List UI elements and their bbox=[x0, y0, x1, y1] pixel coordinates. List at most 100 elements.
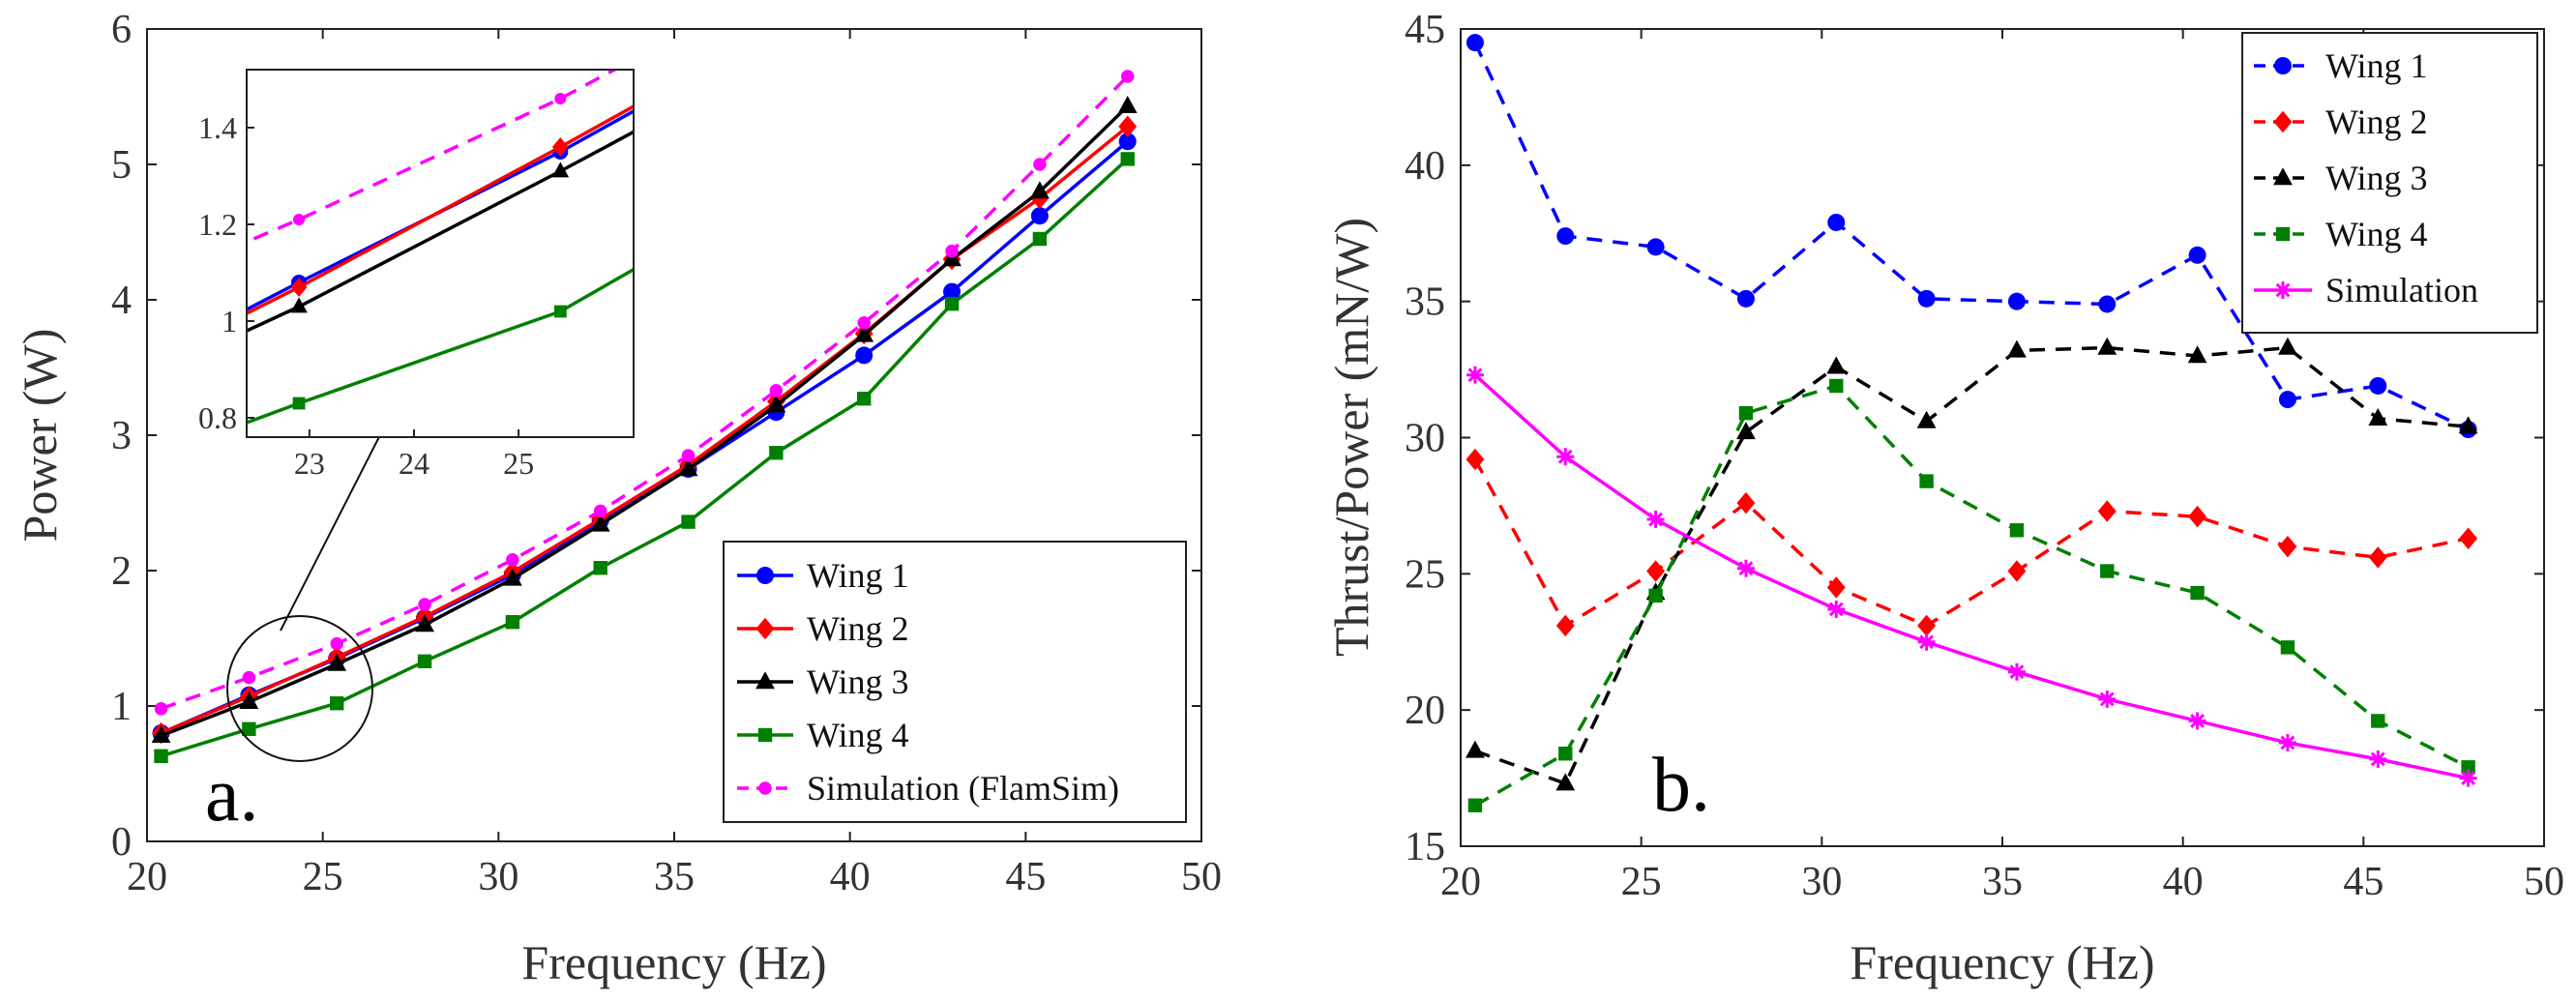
thrust-power-chart-xlabel: Frequency (Hz) bbox=[1850, 935, 2154, 989]
thrust-point-wing-1 bbox=[1736, 289, 1755, 308]
thrust-point-wing-1 bbox=[1917, 289, 1936, 308]
thrust-series-line-wing-4 bbox=[1474, 384, 2470, 808]
thrust-point-wing-3 bbox=[2007, 339, 2027, 358]
thrust-point-simulation bbox=[2459, 769, 2477, 787]
power-chart-inset: 23 24 25 0.8 1 1.2 1.4 bbox=[198, 69, 635, 481]
thrust-xtick-label: 25 bbox=[1621, 860, 1662, 904]
power-point-wing-1 bbox=[943, 282, 962, 301]
power-point-wing-3 bbox=[1117, 96, 1138, 113]
thrust-power-chart-panel-label: b. bbox=[1652, 743, 1710, 828]
power-legend-label-wing-3: Wing 3 bbox=[807, 662, 909, 701]
thrust-legend-marker-wing-4 bbox=[2275, 226, 2291, 242]
thrust-xtick-label: 30 bbox=[1801, 860, 1842, 904]
thrust-point-wing-2 bbox=[2278, 535, 2297, 558]
inset-xtick-label: 25 bbox=[503, 446, 534, 481]
thrust-point-wing-2 bbox=[1646, 560, 1666, 582]
power-point-wing-1 bbox=[855, 346, 873, 365]
inset-series-line-wing-1 bbox=[247, 108, 634, 311]
thrust-legend-marker-wing-3 bbox=[2273, 167, 2293, 186]
thrust-legend-items: Wing 1 Wing 2 Wing 3 Wing 4 Simulation bbox=[2254, 46, 2478, 309]
thrust-point-wing-4 bbox=[1829, 378, 1844, 394]
power-point-wing-4 bbox=[681, 515, 696, 529]
thrust-point-simulation bbox=[1556, 448, 1575, 466]
power-point-wing-3 bbox=[151, 725, 171, 743]
thrust-point-simulation bbox=[1466, 366, 1484, 384]
thrust-point-wing-3 bbox=[1826, 356, 1847, 374]
thrust-point-wing-4 bbox=[2190, 585, 2205, 601]
thrust-legend-marker-wing-1 bbox=[2274, 57, 2292, 74]
inset-point-simulation-flamsim bbox=[293, 214, 306, 225]
power-point-wing-3 bbox=[239, 691, 259, 709]
thrust-xtick-label: 45 bbox=[2343, 860, 2384, 904]
inset-ytick-label: 0.8 bbox=[198, 400, 237, 435]
thrust-point-simulation bbox=[1736, 559, 1755, 577]
inset-point-wing-4 bbox=[553, 305, 567, 318]
power-point-wing-3 bbox=[415, 614, 434, 632]
thrust-point-wing-1 bbox=[2278, 391, 2296, 409]
thrust-series-line-wing-2 bbox=[1473, 458, 2469, 629]
power-point-simulation-flamsim bbox=[242, 670, 256, 685]
thrust-power-chart-legend: Wing 1 Wing 2 Wing 3 Wing 4 Simulation bbox=[2241, 32, 2538, 334]
thrust-point-wing-4 bbox=[1467, 798, 1483, 812]
thrust-point-wing-2 bbox=[1466, 448, 1485, 471]
power-point-simulation-flamsim bbox=[506, 553, 519, 567]
thrust-point-simulation bbox=[1917, 632, 1936, 651]
thrust-power-chart-ylabel: Thrust/Power (mN/W) bbox=[1324, 218, 1378, 657]
power-point-wing-3 bbox=[327, 653, 347, 671]
power-point-wing-3 bbox=[854, 324, 874, 342]
thrust-xtick-label: 20 bbox=[1440, 860, 1481, 904]
thrust-point-wing-2 bbox=[1917, 614, 1937, 637]
power-point-wing-3 bbox=[678, 458, 698, 477]
thrust-power-chart-axes-box bbox=[1460, 28, 2545, 847]
inset-ytick-label: 1.4 bbox=[198, 110, 237, 145]
power-xtick-label: 40 bbox=[830, 855, 871, 899]
inset-ytick-label: 1 bbox=[222, 304, 237, 338]
power-point-wing-3 bbox=[766, 395, 786, 413]
thrust-point-simulation bbox=[2098, 690, 2117, 708]
thrust-point-wing-1 bbox=[2188, 246, 2206, 264]
power-ytick-label: 3 bbox=[111, 414, 132, 458]
thrust-point-wing-4 bbox=[1648, 588, 1663, 603]
thrust-point-wing-1 bbox=[1466, 34, 1484, 52]
thrust-point-simulation bbox=[2188, 712, 2206, 730]
thrust-xtick-label: 40 bbox=[2163, 860, 2204, 904]
thrust-ytick-label: 20 bbox=[1405, 689, 1445, 733]
thrust-point-wing-2 bbox=[1826, 576, 1846, 599]
inset-point-wing-2 bbox=[551, 137, 569, 157]
thrust-point-wing-3 bbox=[1916, 410, 1937, 428]
thrust-power-chart-series bbox=[1466, 34, 2478, 812]
power-legend-marker-wing-1 bbox=[756, 567, 774, 584]
inset-axes-box bbox=[246, 69, 635, 438]
power-legend-items: Wing 1 Wing 2 Wing 3 Wing 4 Simulation (Flam… bbox=[737, 556, 1119, 808]
thrust-xtick-label: 35 bbox=[1982, 860, 2023, 904]
thrust-point-wing-1 bbox=[1646, 238, 1665, 256]
inset-xtick-label: 24 bbox=[399, 446, 429, 481]
thrust-point-wing-2 bbox=[2368, 546, 2387, 569]
power-ytick-label: 1 bbox=[111, 685, 132, 729]
power-point-wing-4 bbox=[505, 615, 520, 630]
power-point-wing-2 bbox=[1118, 115, 1138, 138]
inset-point-simulation-flamsim bbox=[554, 93, 567, 104]
thrust-point-wing-3 bbox=[1466, 740, 1485, 758]
thrust-point-simulation bbox=[2369, 750, 2387, 768]
power-chart-axes-box bbox=[146, 28, 1202, 842]
thrust-point-simulation bbox=[2278, 733, 2296, 751]
inset-point-wing-3 bbox=[551, 162, 570, 178]
power-point-simulation-flamsim bbox=[154, 702, 168, 716]
thrust-point-wing-3 bbox=[1736, 422, 1756, 440]
power-point-wing-3 bbox=[1029, 181, 1050, 199]
thrust-xtick-label: 50 bbox=[2524, 860, 2564, 904]
power-ytick-label: 0 bbox=[111, 820, 132, 865]
zoom-arrow-line bbox=[280, 417, 390, 632]
power-point-wing-4 bbox=[857, 392, 872, 406]
power-point-simulation-flamsim bbox=[418, 598, 431, 611]
inset-series-line-wing-3 bbox=[247, 130, 634, 333]
power-xtick-label: 20 bbox=[127, 855, 167, 899]
thrust-point-wing-1 bbox=[2098, 295, 2117, 313]
power-point-wing-4 bbox=[417, 654, 432, 668]
thrust-series-line-wing-3 bbox=[1474, 345, 2469, 786]
power-series-line-wing-4 bbox=[160, 158, 1129, 758]
thrust-legend-label-wing-2: Wing 2 bbox=[2325, 103, 2428, 141]
power-point-wing-1 bbox=[1118, 132, 1137, 151]
